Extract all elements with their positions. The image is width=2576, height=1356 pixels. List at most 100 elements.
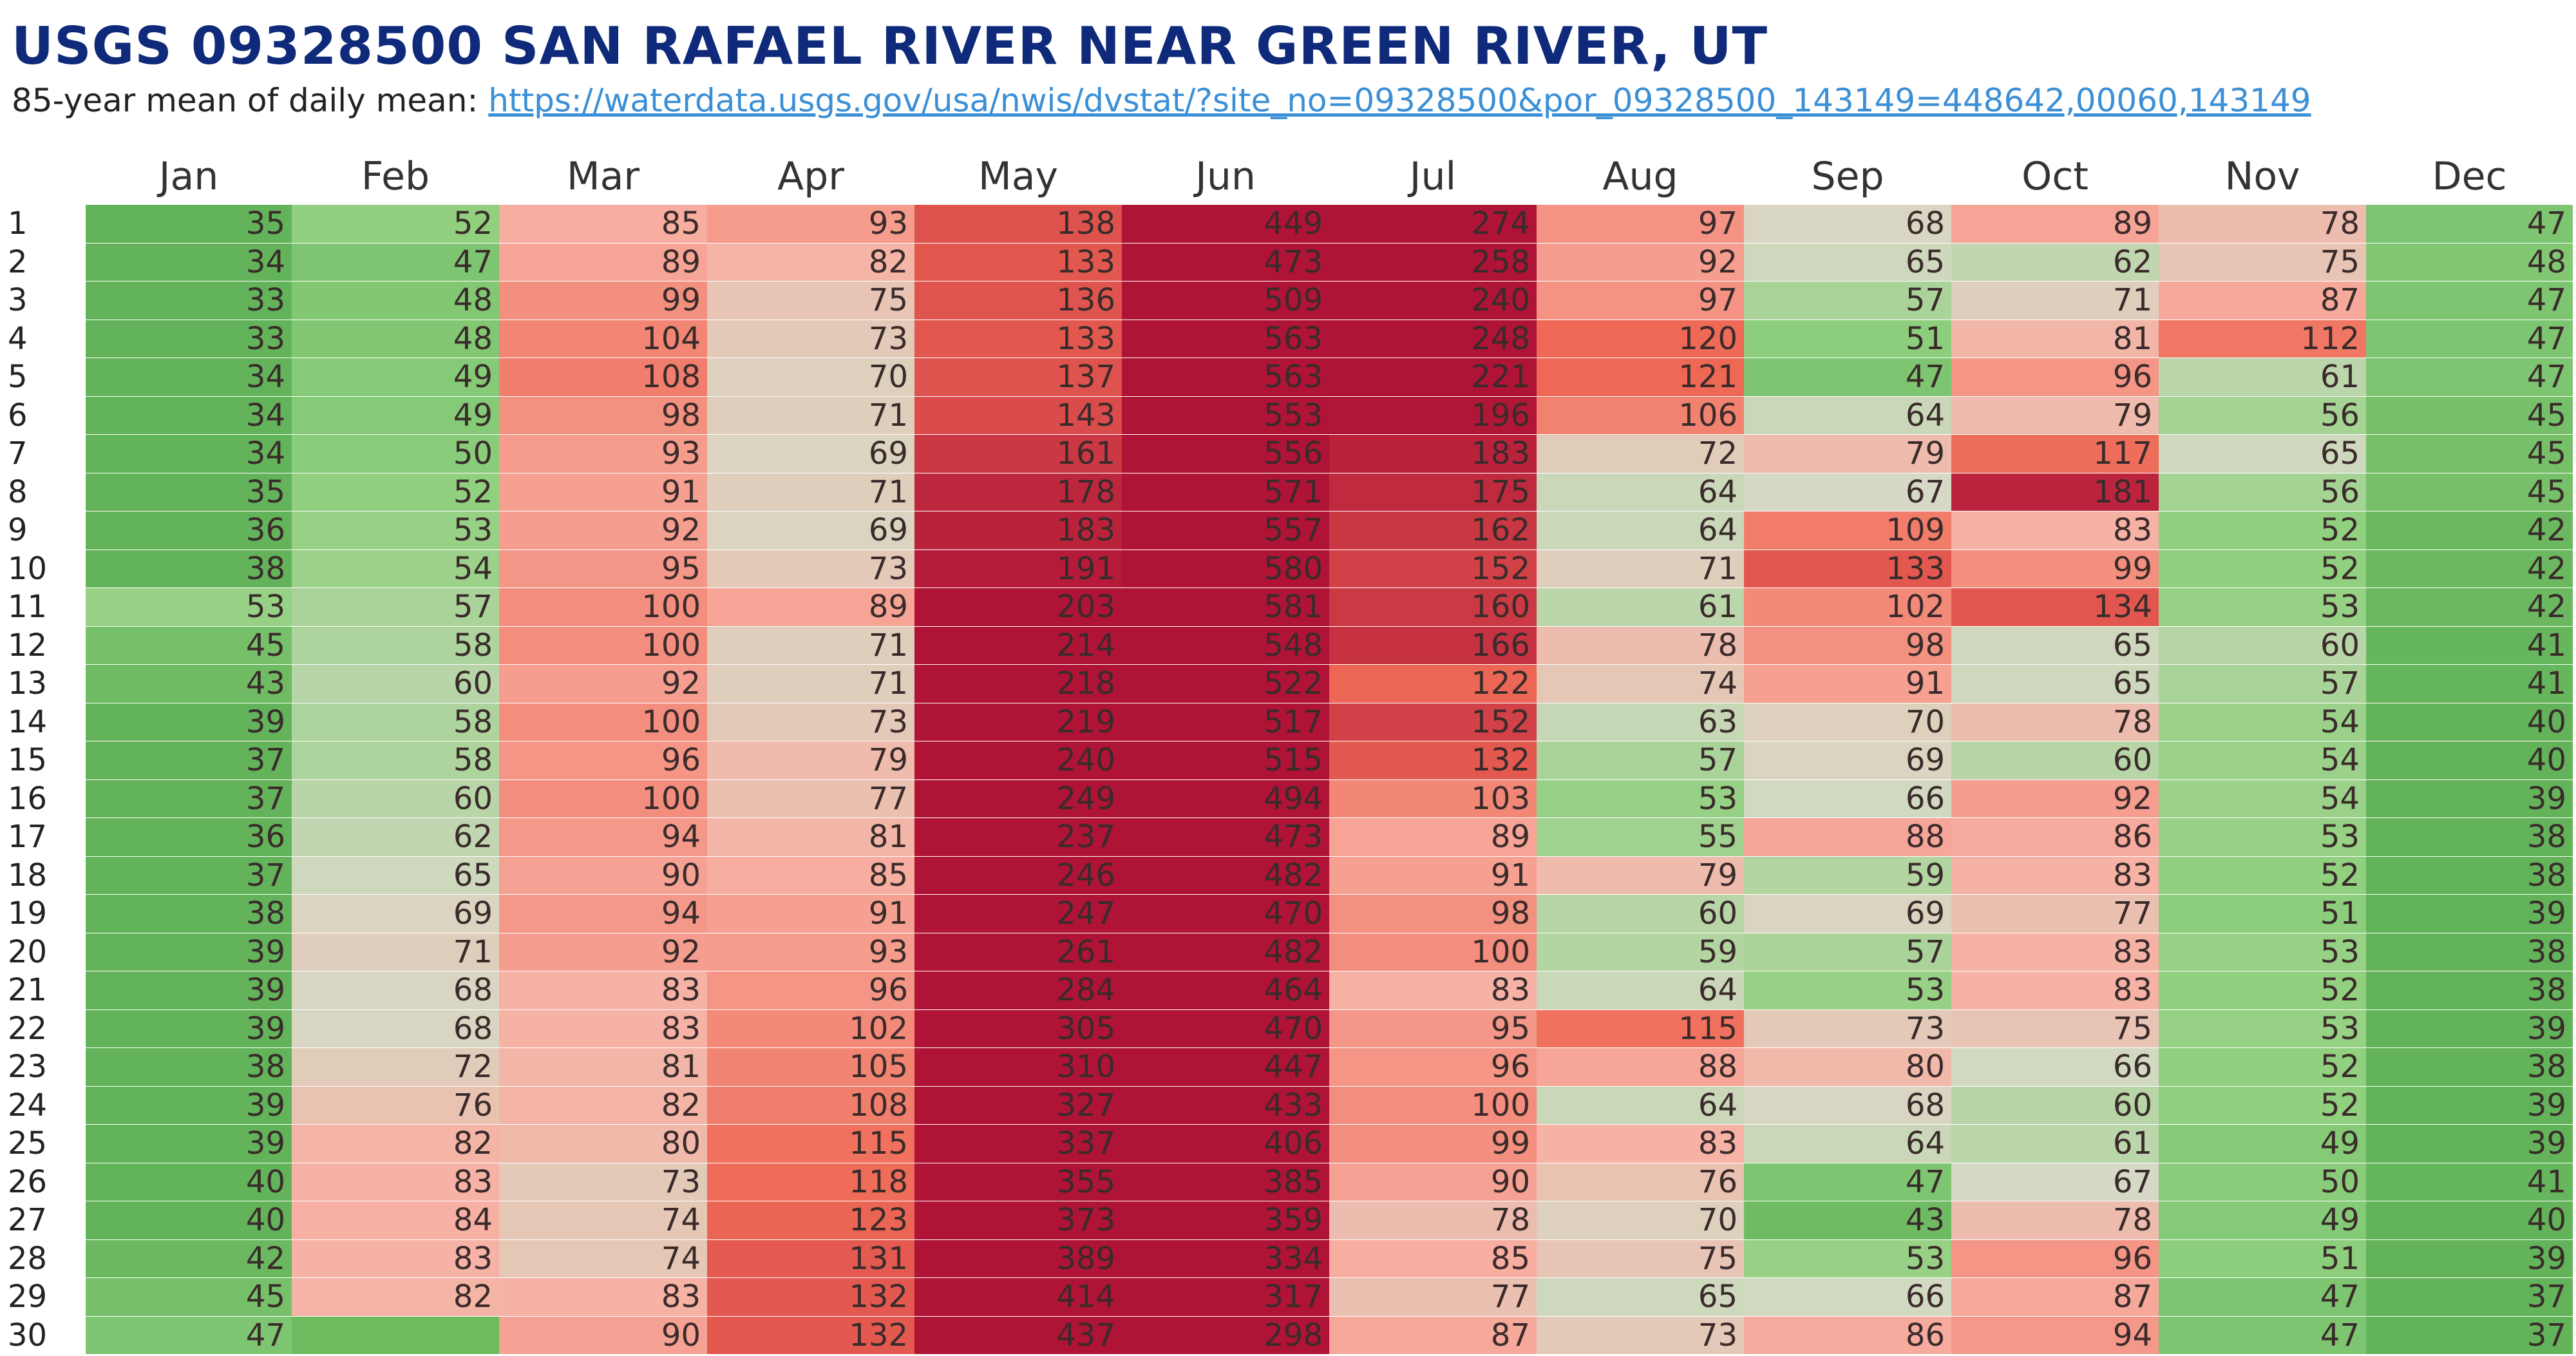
heatmap-cell: 74 (1537, 665, 1744, 703)
row-label: 21 (8, 972, 48, 1008)
heatmap-cell: 52 (2159, 856, 2366, 895)
heatmap-cell: 90 (499, 1316, 707, 1355)
heatmap-cell: 248 (1329, 320, 1537, 358)
heatmap-cell: 71 (707, 626, 914, 665)
heatmap-cell: 92 (1537, 243, 1744, 282)
row-label: 13 (8, 665, 48, 702)
heatmap-cell: 74 (499, 1201, 707, 1240)
row-label: 7 (8, 435, 28, 472)
heatmap-cell: 112 (2159, 320, 2366, 358)
heatmap-cell: 470 (1122, 895, 1329, 933)
heatmap-cell: 37 (2366, 1278, 2573, 1317)
heatmap-cell: 473 (1122, 818, 1329, 857)
heatmap-cell: 60 (292, 779, 499, 818)
heatmap-cell: 118 (707, 1163, 914, 1201)
heatmap-cell: 68 (1744, 1086, 1951, 1125)
heatmap-cell: 53 (2159, 588, 2366, 627)
heatmap-cell: 59 (1537, 933, 1744, 971)
row-label: 27 (8, 1202, 48, 1238)
heatmap-cell: 482 (1122, 933, 1329, 971)
heatmap-cell: 75 (1537, 1239, 1744, 1278)
heatmap-cell: 83 (1951, 933, 2159, 971)
heatmap-cell: 71 (292, 933, 499, 971)
heatmap-cell: 53 (86, 588, 292, 627)
heatmap-cell: 121 (1537, 358, 1744, 397)
heatmap-cell: 91 (707, 895, 914, 933)
row-label: 6 (8, 397, 28, 434)
column-header-apr: Apr (777, 154, 844, 199)
heatmap-cell: 196 (1329, 396, 1537, 435)
row-label: 24 (8, 1087, 48, 1123)
row-label: 5 (8, 359, 28, 395)
column-header-sep: Sep (1811, 154, 1884, 199)
heatmap-cell: 95 (499, 549, 707, 588)
heatmap-cell: 183 (914, 511, 1122, 550)
heatmap-cell: 83 (292, 1163, 499, 1201)
heatmap-cell: 89 (707, 588, 914, 627)
heatmap-cell: 132 (707, 1278, 914, 1317)
heatmap-cell: 100 (499, 703, 707, 741)
heatmap-cell: 98 (1744, 626, 1951, 665)
heatmap-cell: 70 (1744, 703, 1951, 741)
heatmap-cell: 517 (1122, 703, 1329, 741)
heatmap-cell: 91 (499, 473, 707, 511)
row-label: 17 (8, 819, 48, 855)
heatmap-cell: 310 (914, 1048, 1122, 1087)
heatmap-cell: 83 (499, 971, 707, 1010)
heatmap-cell: 104 (499, 320, 707, 358)
heatmap-cell: 93 (707, 933, 914, 971)
heatmap-cell: 37 (2366, 1316, 2573, 1355)
heatmap-cell: 99 (499, 282, 707, 320)
heatmap-cell: 122 (1329, 665, 1537, 703)
heatmap-cell: 52 (2159, 971, 2366, 1010)
heatmap-cell: 406 (1122, 1125, 1329, 1163)
heatmap-cell: 178 (914, 473, 1122, 511)
heatmap-cell: 86 (1951, 818, 2159, 857)
heatmap-cell: 305 (914, 1009, 1122, 1048)
source-link[interactable]: https://waterdata.usgs.gov/usa/nwis/dvst… (488, 82, 2311, 119)
heatmap-cell: 52 (2159, 549, 2366, 588)
heatmap-cell: 219 (914, 703, 1122, 741)
heatmap-cell: 240 (914, 741, 1122, 780)
heatmap-cell: 82 (707, 243, 914, 282)
heatmap-cell: 40 (2366, 1201, 2573, 1240)
heatmap-cell: 66 (1744, 1278, 1951, 1317)
column-header-jan: Jan (158, 154, 219, 199)
heatmap-cell: 73 (707, 549, 914, 588)
heatmap-cell: 52 (2159, 511, 2366, 550)
heatmap-cell: 39 (86, 1125, 292, 1163)
heatmap-cell: 36 (86, 511, 292, 550)
heatmap-cell: 60 (2159, 626, 2366, 665)
heatmap-cell: 38 (86, 1048, 292, 1087)
row-label: 4 (8, 320, 28, 357)
heatmap-cell: 103 (1329, 779, 1537, 818)
heatmap-cell: 82 (499, 1086, 707, 1125)
heatmap-cell: 39 (86, 933, 292, 971)
heatmap-cell: 39 (86, 1086, 292, 1125)
heatmap-cell: 70 (1537, 1201, 1744, 1240)
heatmap-cell: 161 (914, 435, 1122, 473)
heatmap-cell: 69 (707, 435, 914, 473)
heatmap-cell: 38 (86, 549, 292, 588)
heatmap-cell: 108 (499, 358, 707, 397)
heatmap-cell: 65 (1951, 626, 2159, 665)
heatmap-cell: 74 (499, 1239, 707, 1278)
row-label: 23 (8, 1049, 48, 1085)
column-header-jun: Jun (1195, 154, 1256, 199)
heatmap-cell: 71 (707, 396, 914, 435)
heatmap-cell: 69 (1744, 741, 1951, 780)
heatmap-cell: 181 (1951, 473, 2159, 511)
heatmap-cell: 69 (707, 511, 914, 550)
heatmap-cell: 108 (707, 1086, 914, 1125)
row-label: 10 (8, 550, 48, 587)
heatmap-cell: 447 (1122, 1048, 1329, 1087)
heatmap-cell: 337 (914, 1125, 1122, 1163)
heatmap-cell: 359 (1122, 1201, 1329, 1240)
heatmap-cell: 77 (707, 779, 914, 818)
heatmap-cell: 40 (2366, 703, 2573, 741)
heatmap-cell: 49 (292, 358, 499, 397)
heatmap-cell: 69 (1744, 895, 1951, 933)
heatmap-cell: 47 (2159, 1316, 2366, 1355)
heatmap-cell: 93 (499, 435, 707, 473)
heatmap-cell: 52 (292, 205, 499, 244)
